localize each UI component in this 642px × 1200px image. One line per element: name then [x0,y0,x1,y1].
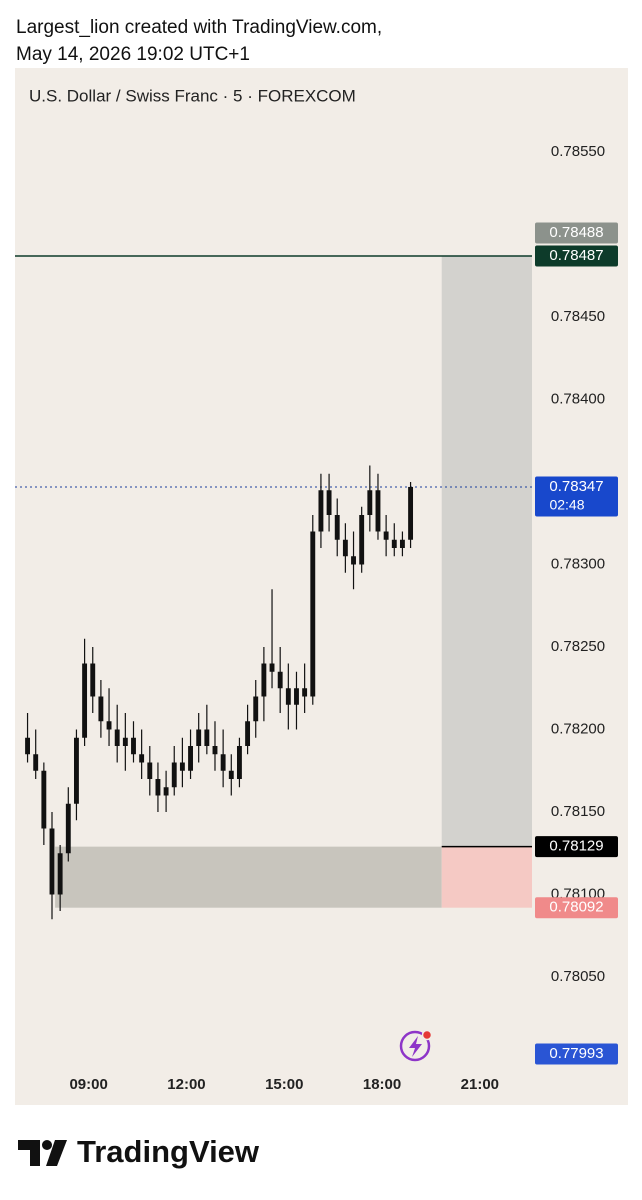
y-tick-label: 0.78200 [551,720,605,737]
y-tick-label: 0.78450 [551,308,605,325]
price-label-box [535,476,618,517]
candle-body [359,515,365,565]
price-label-box [535,1043,618,1065]
x-tick-label: 18:00 [363,1076,401,1093]
candle-body [294,688,299,705]
candle-body [391,539,397,548]
candle-body [106,721,112,730]
x-tick-label: 12:00 [167,1076,205,1093]
candle-body [41,770,47,829]
candle-body [139,754,145,763]
target-zone [441,255,532,847]
candle-body [220,754,226,771]
chart-title: U.S. Dollar / Swiss Franc · 5 · FOREXCOM [29,86,356,105]
stop-zone [441,846,532,908]
price-label: 0.78488 [549,224,603,241]
candle-body [114,729,120,746]
candle-body [253,696,259,722]
price-label: 0.78347 [549,478,603,495]
candle-body [342,539,348,557]
countdown: 02:48 [549,497,584,513]
candle-body [98,696,104,722]
candle-body [155,779,161,796]
y-tick-label: 0.78300 [551,555,605,572]
candle-body [277,671,283,689]
candle-body [310,531,316,697]
x-tick-label: 09:00 [69,1076,107,1093]
candle-body [188,746,193,771]
price-label: 0.78129 [549,838,603,855]
candle-body [147,762,153,779]
candle-body [326,490,332,515]
y-tick-label: 0.78250 [551,638,605,655]
x-tick-label: 15:00 [265,1076,303,1093]
candle-body [82,663,88,738]
candle-body [261,663,267,697]
candle-body [212,746,218,755]
candle-body [408,486,414,540]
candle-body [285,688,291,705]
y-tick-label: 0.78550 [551,143,605,160]
candle-body [131,737,136,755]
candle-body [236,746,242,779]
price-label: 0.78487 [549,247,603,264]
candle-body [334,515,340,540]
candle-body [65,803,71,854]
candle-body [383,531,389,540]
x-tick-label: 21:00 [461,1076,499,1093]
candle-body [269,663,275,672]
candle-body [399,539,405,548]
price-label: 0.78092 [549,899,603,916]
timestamp: May 14, 2026 19:02 UTC+1 [16,44,250,65]
candle-body [302,688,308,697]
lightning-icon [399,1029,433,1062]
price-label-box [535,897,618,919]
candle-body [318,490,324,532]
candle-body [171,762,177,788]
candle-body [122,737,128,746]
candle-body [57,853,63,895]
candle-body [33,754,39,771]
price-label-box [535,222,618,244]
candle-body [245,721,251,746]
candle-body [375,490,381,532]
brand-name: TradingView [77,1134,260,1169]
candle-body [228,770,234,779]
candle-body [367,490,373,515]
candle-body [179,762,185,771]
y-tick-label: 0.78400 [551,390,605,407]
candle-body [90,663,96,697]
candle-body [351,556,356,565]
brand-logo [18,1140,67,1166]
price-label: 0.77993 [549,1045,603,1062]
y-tick-label: 0.78150 [551,803,605,820]
price-label-box [535,245,618,267]
price-label-box [535,836,618,858]
candle-body [204,729,210,746]
candle-body [74,737,79,804]
candle-body [196,729,202,746]
attribution: Largest_lion created with TradingView.co… [16,17,382,38]
candle-body [49,828,55,895]
candle-body [25,737,30,755]
y-tick-label: 0.78050 [551,968,605,985]
candle-body [163,787,169,796]
demand-zone [55,846,442,908]
